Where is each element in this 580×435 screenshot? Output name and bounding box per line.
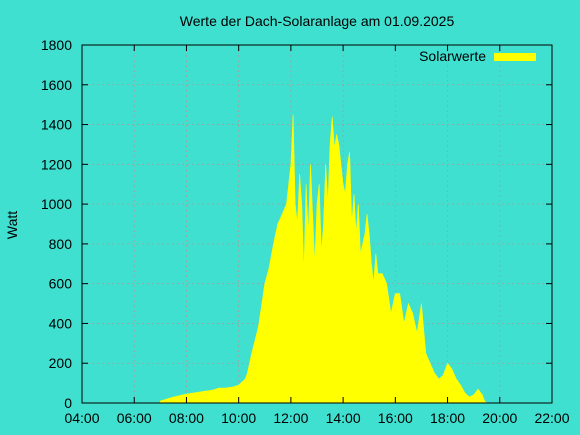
y-tick-label: 1600 — [41, 77, 72, 93]
legend: Solarwerte — [419, 48, 536, 64]
y-tick-label: 600 — [49, 276, 73, 292]
tick-labels: 04:00 06:00 08:00 10:00 12:00 14:00 16:00 18:00… — [41, 37, 570, 426]
axes — [81, 44, 553, 404]
x-tick-label: 18:00 — [430, 410, 465, 426]
y-tick-label: 800 — [49, 236, 73, 252]
plot-border — [81, 44, 553, 404]
legend-swatch — [494, 53, 536, 61]
y-tick-label: 200 — [49, 355, 73, 371]
x-tick-label: 06:00 — [117, 410, 152, 426]
y-axis-label: Watt — [4, 211, 20, 239]
x-tick-label: 08:00 — [169, 410, 204, 426]
legend-label: Solarwerte — [419, 48, 486, 64]
y-tick-label: 0 — [64, 395, 72, 411]
y-tick-label: 1000 — [41, 196, 72, 212]
series-area — [160, 114, 488, 404]
x-tick-label: 10:00 — [221, 410, 256, 426]
y-tick-label: 1400 — [41, 117, 72, 133]
y-tick-label: 1200 — [41, 156, 72, 172]
x-tick-label: 22:00 — [534, 410, 569, 426]
x-tick-label: 12:00 — [273, 410, 308, 426]
y-tick-label: 1800 — [41, 37, 72, 53]
x-tick-label: 20:00 — [482, 410, 517, 426]
x-tick-label: 04:00 — [64, 410, 99, 426]
chart-title: Werte der Dach-Solaranlage am 01.09.2025 — [180, 13, 455, 29]
series-area-solarwerte — [160, 114, 488, 404]
x-tick-label: 14:00 — [326, 410, 361, 426]
x-tick-label: 16:00 — [378, 410, 413, 426]
y-tick-label: 400 — [49, 315, 73, 331]
